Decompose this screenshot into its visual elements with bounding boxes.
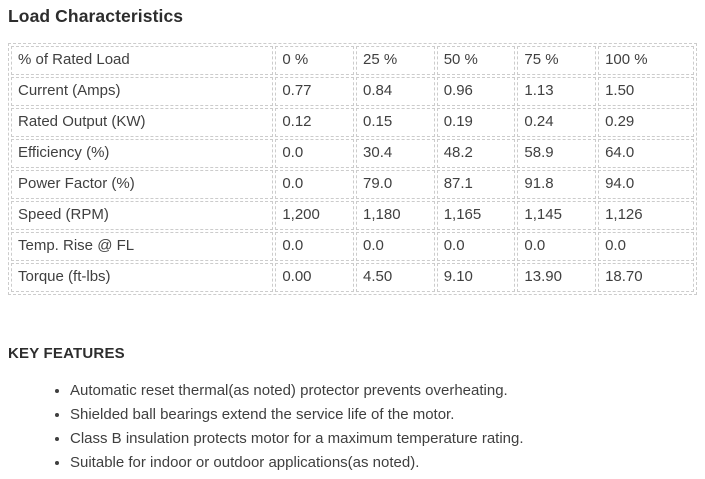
value-cell: 91.8 — [517, 170, 597, 199]
value-cell: 30.4 — [356, 139, 435, 168]
row-label-cell: Temp. Rise @ FL — [11, 232, 274, 261]
value-cell: 58.9 — [517, 139, 597, 168]
value-cell: 0.0 — [436, 232, 516, 261]
value-cell: 79.0 — [356, 170, 435, 199]
table-row: % of Rated Load 0 % 25 % 50 % 75 % 100 % — [11, 46, 694, 75]
value-cell: 1,200 — [275, 201, 355, 230]
value-cell: 75 % — [517, 46, 597, 75]
value-cell: 1.50 — [598, 77, 694, 106]
value-cell: 94.0 — [598, 170, 694, 199]
value-cell: 1,145 — [517, 201, 597, 230]
row-label-cell: Rated Output (KW) — [11, 108, 274, 137]
page-title: Load Characteristics — [8, 6, 184, 26]
value-cell: 0.0 — [356, 232, 435, 261]
value-cell: 0.00 — [275, 263, 355, 292]
value-cell: 9.10 — [436, 263, 516, 292]
value-cell: 64.0 — [598, 139, 694, 168]
value-cell: 0.0 — [275, 232, 355, 261]
value-cell: 100 % — [598, 46, 694, 75]
load-characteristics-table: % of Rated Load 0 % 25 % 50 % 75 % 100 % Curre… — [8, 43, 697, 295]
value-cell: 0.0 — [275, 170, 355, 199]
value-cell: 0.0 — [517, 232, 597, 261]
value-cell: 0.84 — [356, 77, 435, 106]
value-cell: 0.19 — [436, 108, 516, 137]
table-row: Speed (RPM) 1,200 1,180 1,165 1,145 1,126 — [11, 201, 694, 230]
table-row: Current (Amps) 0.77 0.84 0.96 1.13 1.50 — [11, 77, 694, 106]
value-cell: 0.29 — [598, 108, 694, 137]
row-label-cell: Current (Amps) — [11, 77, 274, 106]
value-cell: 48.2 — [436, 139, 516, 168]
value-cell: 0.12 — [275, 108, 355, 137]
value-cell: 87.1 — [436, 170, 516, 199]
value-cell: 1,180 — [356, 201, 435, 230]
feature-item: Automatic reset thermal(as noted) protec… — [70, 379, 697, 403]
table-row: Temp. Rise @ FL 0.0 0.0 0.0 0.0 0.0 — [11, 232, 694, 261]
value-cell: 0.15 — [356, 108, 435, 137]
value-cell: 0.77 — [275, 77, 355, 106]
table-row: Power Factor (%) 0.0 79.0 87.1 91.8 94.0 — [11, 170, 694, 199]
value-cell: 18.70 — [598, 263, 694, 292]
value-cell: 25 % — [356, 46, 435, 75]
key-features-heading: KEY FEATURES — [8, 345, 125, 362]
row-label-cell: Power Factor (%) — [11, 170, 274, 199]
feature-item: Shielded ball bearings extend the servic… — [70, 403, 697, 427]
value-cell: 13.90 — [517, 263, 597, 292]
value-cell: 0.0 — [598, 232, 694, 261]
value-cell: 0.24 — [517, 108, 597, 137]
value-cell: 0 % — [275, 46, 355, 75]
row-label-cell: Torque (ft-lbs) — [11, 263, 274, 292]
table-row: Efficiency (%) 0.0 30.4 48.2 58.9 64.0 — [11, 139, 694, 168]
load-table-body: % of Rated Load 0 % 25 % 50 % 75 % 100 % Curre… — [11, 46, 694, 292]
value-cell: 1,126 — [598, 201, 694, 230]
row-label-cell: Efficiency (%) — [11, 139, 274, 168]
feature-item: Suitable for indoor or outdoor applicati… — [70, 451, 697, 475]
key-features-list: Automatic reset thermal(as noted) protec… — [8, 379, 697, 475]
value-cell: 0.0 — [275, 139, 355, 168]
value-cell: 50 % — [436, 46, 516, 75]
value-cell: 0.96 — [436, 77, 516, 106]
value-cell: 1.13 — [517, 77, 597, 106]
table-row: Rated Output (KW) 0.12 0.15 0.19 0.24 0.29 — [11, 108, 694, 137]
value-cell: 4.50 — [356, 263, 435, 292]
feature-item: Class B insulation protects motor for a … — [70, 427, 697, 451]
table-row: Torque (ft-lbs) 0.00 4.50 9.10 13.90 18.70 — [11, 263, 694, 292]
row-label-cell: Speed (RPM) — [11, 201, 274, 230]
row-label-cell: % of Rated Load — [11, 46, 274, 75]
value-cell: 1,165 — [436, 201, 516, 230]
